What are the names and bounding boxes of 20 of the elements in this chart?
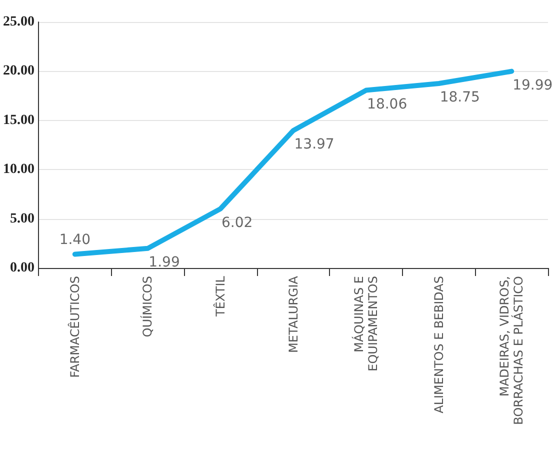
- data-label: 18.75: [440, 90, 480, 106]
- x-tick-label: ALIMENTOS E BEBIDAS: [432, 276, 446, 414]
- data-label: 1.40: [59, 232, 90, 248]
- y-tick-label: 0.00: [10, 260, 34, 276]
- data-label: 1.99: [148, 254, 180, 270]
- data-label: 13.97: [294, 136, 334, 153]
- x-tick-label: MÁQUINAS E EQUIPAMENTOS: [351, 276, 380, 372]
- y-tick-label: 15.00: [3, 112, 34, 128]
- x-tick-label: FARMACÊUTICOS: [66, 276, 82, 378]
- y-tick-label: 10.00: [3, 162, 34, 178]
- data-label: 18.06: [367, 96, 408, 112]
- x-tick-label: MADEIRAS, VIDROS, BORRACHAS E PLÁSTICO: [498, 276, 526, 425]
- y-tick-label: 20.00: [3, 64, 34, 79]
- x-tick-label: TÊXTIL: [212, 276, 228, 318]
- x-tick-label: METALURGIA: [286, 275, 300, 353]
- data-label: 6.02: [221, 214, 253, 231]
- data-label: 19.99: [512, 77, 553, 94]
- y-tick-label: 5.00: [10, 211, 34, 226]
- x-tick-label: QUÍMICOS: [140, 276, 155, 338]
- y-tick-label: 25.00: [3, 14, 34, 30]
